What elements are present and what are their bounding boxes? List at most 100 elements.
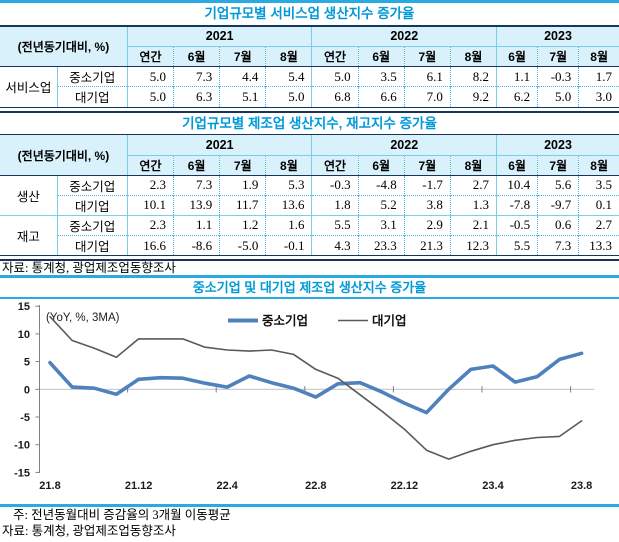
- value-cell: -0.5: [496, 214, 538, 236]
- value-cell: 16.6: [126, 234, 174, 256]
- month-header: 7월: [219, 46, 266, 68]
- value-cell: -0.3: [311, 175, 359, 196]
- table1-bottom-rule: [0, 106, 619, 113]
- value-cell: 3.8: [403, 194, 451, 216]
- table2-bottom-rule: [0, 255, 619, 262]
- chart-title: 중소기업 및 대기업 제조업 생산지수 증가율: [192, 279, 427, 295]
- value-cell: 5.0: [265, 86, 312, 107]
- x-tick-label: 23.8: [571, 480, 592, 492]
- value-cell: 4.3: [311, 234, 359, 256]
- value-cell: 23.3: [357, 234, 405, 256]
- value-cell: 2.1: [449, 214, 497, 236]
- value-cell: -0.1: [265, 234, 312, 256]
- value-cell: 10.1: [126, 194, 174, 216]
- month-header: 연간: [126, 46, 174, 68]
- month-header: 6월: [357, 155, 405, 176]
- value-cell: 5.5: [496, 234, 538, 256]
- value-cell: 1.7: [578, 66, 619, 87]
- value-cell: 5.6: [537, 175, 579, 196]
- y-tick-label: 10: [18, 329, 30, 341]
- year-header: 2022: [311, 26, 497, 48]
- value-cell: -8.6: [173, 234, 220, 256]
- x-tick-label: 22.12: [391, 480, 419, 492]
- value-cell: 5.0: [311, 66, 359, 87]
- chart-note: 주: 전년동월대비 증감율의 3개월 이동평균: [13, 507, 231, 522]
- value-cell: 2.7: [449, 175, 497, 196]
- row-label: 중소기업: [56, 214, 128, 236]
- y-tick-label: 5: [24, 357, 30, 369]
- month-header: 6월: [496, 155, 538, 176]
- month-header: 8월: [578, 155, 619, 176]
- value-cell: 5.0: [126, 86, 174, 107]
- value-cell: 1.1: [496, 66, 538, 87]
- value-cell: 5.3: [265, 175, 312, 196]
- value-cell: 5.2: [357, 194, 405, 216]
- value-cell: 13.6: [265, 194, 312, 216]
- month-header: 6월: [357, 46, 405, 68]
- chart-bottom-divider: [0, 504, 619, 507]
- value-cell: 5.4: [265, 66, 312, 87]
- y-tick-label: 15: [18, 302, 30, 314]
- table-source-line: 자료: 통계청, 광업제조업동향조사: [2, 261, 176, 276]
- value-cell: 7.3: [537, 234, 579, 256]
- row-label: 중소기업: [56, 175, 128, 196]
- y-tick-label: -5: [20, 412, 30, 424]
- month-header: 연간: [126, 155, 174, 176]
- year-header: 2021: [126, 26, 312, 48]
- value-cell: -7.8: [496, 194, 538, 216]
- value-cell: 8.2: [449, 66, 497, 87]
- value-cell: 21.3: [403, 234, 451, 256]
- chart-title-divider: [0, 296, 619, 300]
- value-cell: 6.6: [357, 86, 405, 107]
- value-cell: 6.1: [403, 66, 451, 87]
- x-tick-label: 22.4: [216, 480, 238, 492]
- value-cell: 6.2: [496, 86, 538, 107]
- value-cell: 0.1: [578, 194, 619, 216]
- table2-top-rule: [0, 133, 619, 136]
- chart-top-divider: [0, 275, 619, 278]
- value-cell: 3.5: [578, 175, 619, 196]
- row-label: 중소기업: [56, 66, 128, 87]
- line-chart: 15 10 5 0 -5 -10 -15 21.8 21.12 22.4 22.8 22.12 23.4…: [14, 302, 595, 492]
- value-cell: 1.2: [219, 214, 266, 236]
- month-header: 6월: [496, 46, 538, 68]
- value-cell: 2.3: [126, 214, 174, 236]
- value-cell: 1.8: [311, 194, 359, 216]
- month-header: 7월: [403, 46, 451, 68]
- value-cell: 13.9: [173, 194, 220, 216]
- y-tick-label: -15: [14, 468, 30, 480]
- value-cell: 12.3: [449, 234, 497, 256]
- x-tick-label: 21.12: [125, 480, 153, 492]
- value-cell: 5.0: [537, 86, 579, 107]
- value-cell: 3.5: [357, 66, 405, 87]
- x-tick-label: 22.8: [305, 480, 326, 492]
- x-tick-label: 23.4: [482, 480, 504, 492]
- top-divider: [0, 0, 619, 3]
- year-header: 2022: [311, 135, 497, 156]
- value-cell: 5.5: [311, 214, 359, 236]
- value-cell: -1.7: [403, 175, 451, 196]
- value-cell: 7.3: [173, 66, 220, 87]
- value-cell: 2.7: [578, 214, 619, 236]
- value-cell: -9.7: [537, 194, 579, 216]
- chart-source-line: 자료: 통계청, 광업제조업동향조사: [2, 523, 176, 538]
- month-header: 연간: [311, 46, 359, 68]
- month-header: 8월: [449, 155, 497, 176]
- year-header: 2023: [496, 135, 619, 156]
- value-cell: 0.6: [537, 214, 579, 236]
- month-header: 7월: [537, 46, 579, 68]
- year-header: 2021: [126, 135, 312, 156]
- value-cell: 7.0: [403, 86, 451, 107]
- value-cell: 11.7: [219, 194, 266, 216]
- value-cell: -5.0: [219, 234, 266, 256]
- row-group-label: 생산: [16, 189, 40, 204]
- value-cell: 6.8: [311, 86, 359, 107]
- y-tick-label: -10: [14, 440, 30, 452]
- month-header: 7월: [403, 155, 451, 176]
- x-tick-label: 21.8: [39, 480, 60, 492]
- sme-series-line: [48, 351, 584, 415]
- value-cell: -4.8: [357, 175, 405, 196]
- unit-label: (전년동기대비, %): [0, 135, 128, 176]
- value-cell: 1.6: [265, 214, 312, 236]
